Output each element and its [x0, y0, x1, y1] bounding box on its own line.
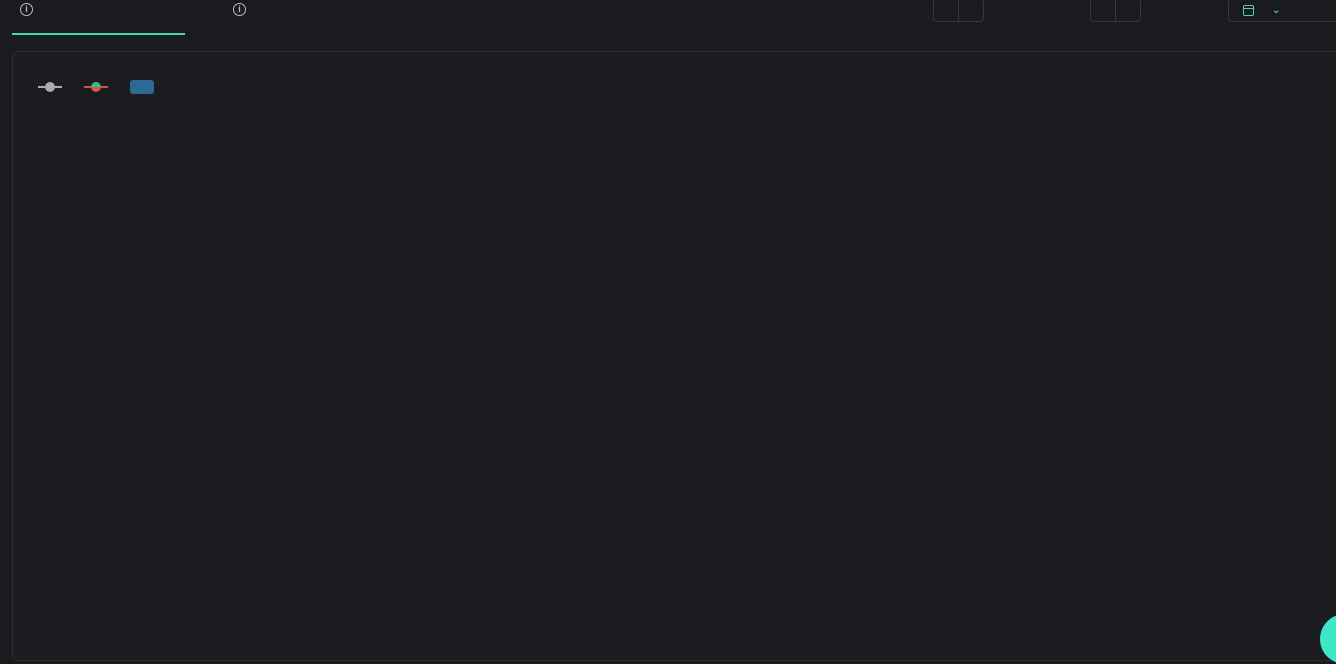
base-button[interactable]	[1091, 0, 1116, 21]
legend-item-sentiment[interactable]	[84, 82, 114, 92]
legend-item-mindshare[interactable]	[130, 80, 160, 94]
info-icon[interactable]: i	[233, 3, 246, 16]
absolute-button[interactable]	[934, 0, 959, 21]
base-toggle-group	[1090, 0, 1141, 22]
active-tab-indicator	[12, 33, 185, 35]
legend-item-price[interactable]	[38, 82, 68, 92]
tab-sentiment-and-mindshare[interactable]: i	[12, 3, 33, 16]
bar-marker-icon	[130, 80, 154, 94]
area-marker-icon	[84, 82, 108, 92]
line-marker-icon	[38, 82, 62, 92]
tab-mentions-and-engagement[interactable]: i	[225, 3, 246, 16]
info-icon[interactable]: i	[20, 3, 33, 16]
chart-legend	[38, 80, 160, 94]
charts-canvas	[0, 0, 1336, 645]
date-range-dropdown[interactable]: ⌄	[1228, 0, 1336, 22]
calendar-icon	[1243, 4, 1254, 16]
mode-toggle-group	[933, 0, 984, 22]
chevron-down-icon: ⌄	[1272, 4, 1281, 16]
